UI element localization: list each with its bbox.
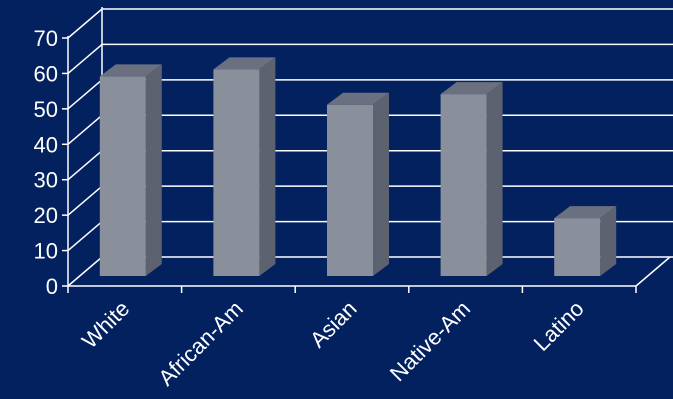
bar-asian bbox=[327, 92, 389, 277]
bar-front bbox=[440, 94, 487, 277]
bar-latino bbox=[554, 206, 617, 276]
bar-top bbox=[440, 82, 503, 95]
grid-diagonal bbox=[67, 43, 103, 74]
x-category-label: African-Am bbox=[153, 296, 248, 391]
y-tick-label: 0 bbox=[46, 274, 58, 299]
bar-front bbox=[213, 69, 260, 276]
y-tick-label: 70 bbox=[34, 26, 58, 51]
bar-front bbox=[554, 218, 601, 276]
floor-edge bbox=[635, 256, 671, 287]
x-category-label: Latino bbox=[529, 296, 589, 356]
bar-white bbox=[99, 64, 162, 276]
grid-diagonal bbox=[67, 221, 103, 252]
bar-top bbox=[554, 206, 617, 219]
y-tick-label: 60 bbox=[34, 61, 58, 86]
grid-diagonal bbox=[67, 79, 103, 110]
bar-front bbox=[99, 76, 146, 276]
bar-top bbox=[213, 57, 276, 70]
bar-front bbox=[327, 104, 373, 277]
x-category-label: White bbox=[77, 296, 134, 353]
y-tick-label: 20 bbox=[34, 203, 58, 228]
grid-diagonal bbox=[67, 114, 103, 145]
bars-layer bbox=[99, 57, 617, 277]
x-category-label: Asian bbox=[305, 296, 362, 353]
bar-top bbox=[327, 92, 389, 105]
grid-diagonal bbox=[67, 8, 103, 39]
bar-top bbox=[99, 64, 162, 77]
bar-side bbox=[373, 92, 389, 277]
y-tick-label: 30 bbox=[34, 168, 58, 193]
y-tick-label: 10 bbox=[34, 239, 58, 264]
y-tick-label: 40 bbox=[34, 132, 58, 157]
x-category-label: Native-Am bbox=[385, 296, 475, 386]
bar-side bbox=[486, 82, 503, 277]
bar-side bbox=[145, 64, 162, 276]
bar-african-am bbox=[213, 57, 276, 276]
y-tick-label: 50 bbox=[34, 97, 58, 122]
bar-side bbox=[600, 206, 617, 276]
bar-side bbox=[259, 57, 276, 276]
grid-diagonal bbox=[67, 256, 103, 287]
y-tick-labels: 0 10 20 30 40 50 60 70 bbox=[34, 26, 58, 299]
grid-diagonal bbox=[67, 185, 103, 216]
bar-native-am bbox=[440, 82, 503, 277]
grid-diagonal bbox=[67, 150, 103, 181]
x-category-labels: White African-Am Asian Native-Am Latino bbox=[77, 296, 589, 391]
